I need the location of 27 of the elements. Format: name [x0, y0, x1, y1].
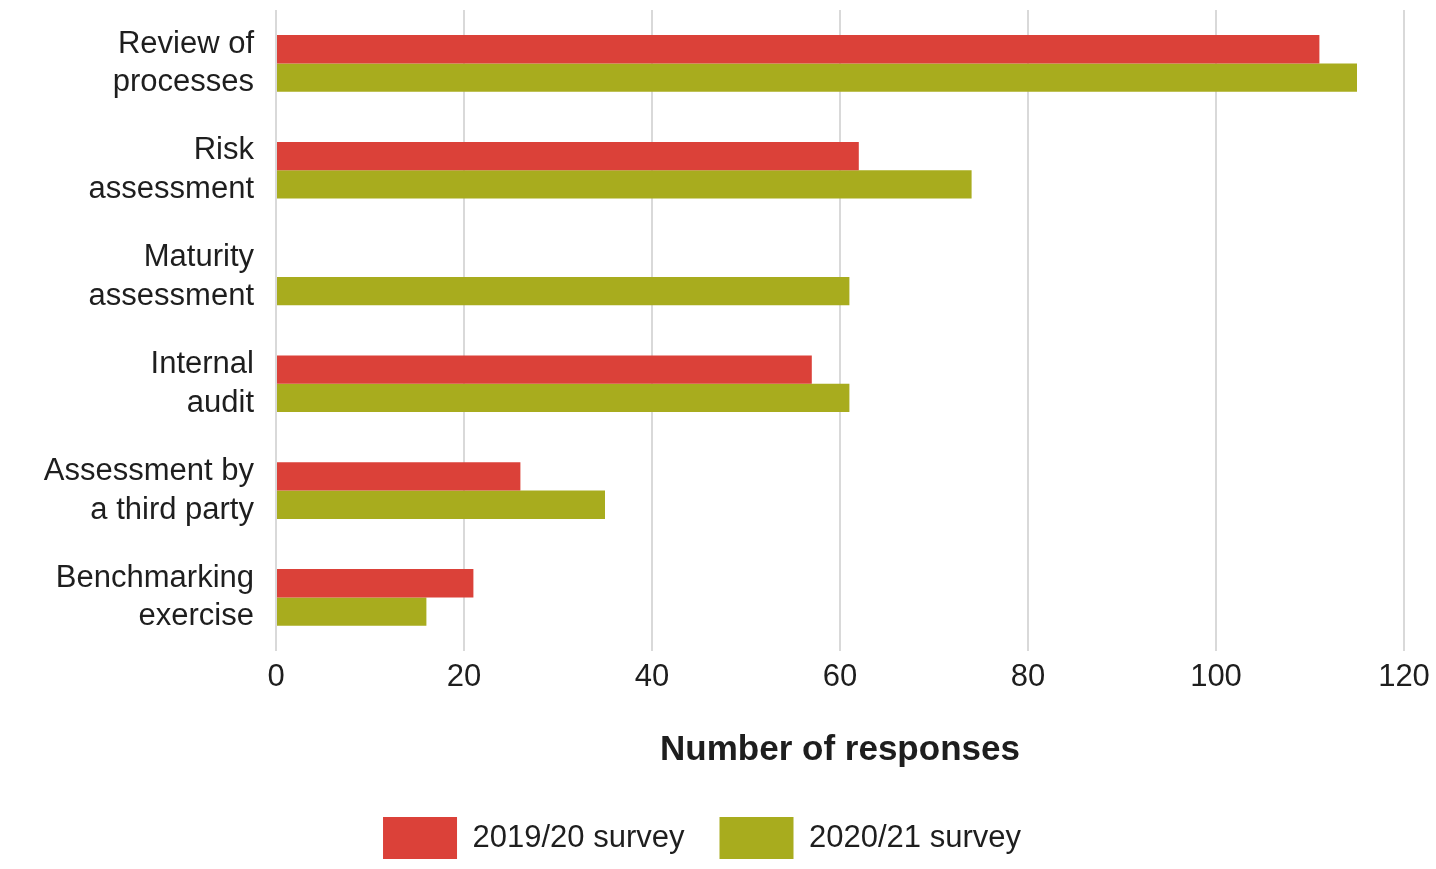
bar — [277, 383, 850, 413]
bar — [277, 569, 474, 598]
y-tick-label: Internal audit — [150, 344, 255, 419]
bar — [277, 170, 972, 199]
x-tick-label: 80 — [1010, 657, 1046, 693]
y-tick-label: Maturity assessment — [88, 238, 255, 312]
bar — [277, 490, 605, 519]
y-tick-label: Benchmarking exercise — [55, 558, 254, 633]
bar — [277, 35, 1320, 64]
bar — [277, 355, 812, 384]
y-tick-label: Review of processes — [112, 24, 255, 99]
x-axis-title: Number of responses — [660, 727, 1020, 767]
y-tick-label: Assessment by a third party — [43, 451, 255, 526]
bar — [277, 63, 1357, 92]
y-tick-label: Risk assessment — [88, 131, 255, 206]
x-tick-label: 100 — [1190, 657, 1242, 693]
x-tick-label: 40 — [634, 657, 670, 693]
bar — [277, 277, 850, 306]
bar — [277, 141, 859, 171]
x-tick-label: 0 — [267, 657, 285, 693]
x-tick-label: 60 — [822, 657, 858, 693]
bar — [277, 462, 521, 491]
legend-label: 2019/20 survey — [472, 818, 685, 854]
x-tick-label: 120 — [1378, 657, 1430, 693]
x-tick-label: 20 — [446, 657, 482, 693]
bar — [277, 597, 427, 626]
legend-label: 2020/21 survey — [809, 818, 1022, 854]
